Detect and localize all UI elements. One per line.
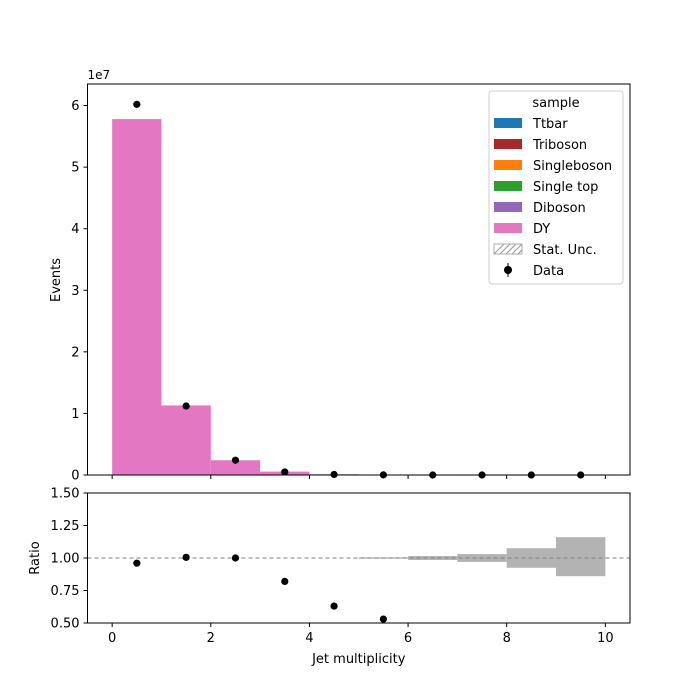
main-y-ticks: 0 1 2 3 4 5 6	[71, 99, 88, 484]
legend-swatch-stat-unc	[493, 243, 523, 255]
data-point-bin-0	[133, 100, 141, 108]
legend-label-triboson: Triboson	[532, 138, 587, 153]
legend-label-ttbar: Ttbar	[532, 117, 568, 132]
legend-swatch-ttbar	[494, 118, 522, 128]
stat-unc-band-bin-9	[556, 537, 606, 577]
legend-marker-data	[504, 263, 512, 277]
data-point-bin-3	[281, 468, 289, 476]
ratio-y-tick-label: 1.25	[51, 519, 80, 534]
legend-label-data: Data	[533, 264, 564, 279]
main-y-axis-label: Events	[49, 258, 64, 302]
legend-label-diboson: Diboson	[533, 201, 586, 216]
main-x-ticks	[111, 475, 606, 479]
ratio-y-tick-label: 0.50	[51, 617, 80, 632]
ratio-x-tick-label: 2	[207, 631, 215, 646]
main-y-tick-label: 3	[71, 284, 79, 299]
ratio-y-tick-label: 0.75	[51, 584, 80, 599]
main-panel: 0 1 2 3 4 5 6 1e7 Events	[49, 68, 631, 484]
legend-swatch-single-top	[494, 181, 522, 191]
x-axis-label: Jet multiplicity	[311, 652, 406, 667]
main-y-tick-label: 1	[71, 407, 79, 422]
legend: sample Ttbar Triboson Singleboson Single…	[488, 90, 624, 285]
main-y-tick-label: 6	[71, 99, 79, 114]
legend-frame	[488, 90, 624, 285]
legend-label-single-top: Single top	[533, 180, 598, 195]
ratio-x-tick-label: 4	[305, 631, 313, 646]
legend-swatch-singleboson	[494, 160, 522, 170]
legend-swatch-diboson	[494, 202, 522, 212]
main-y-tick-label: 2	[71, 345, 79, 360]
ratio-x-tick-label: 8	[503, 631, 511, 646]
main-y-tick-label: 5	[71, 161, 79, 176]
ratio-stat-unc-band	[358, 537, 606, 577]
ratio-panel: 0.50 0.75 1.00 1.25 1.50 0 2 4 6 8 10 Ratio Jet m…	[28, 487, 631, 667]
ratio-point-bin-5	[379, 615, 388, 623]
main-y-tick-label: 4	[71, 222, 79, 237]
legend-label-dy: DY	[533, 222, 550, 237]
ratio-point-bin-4	[330, 602, 338, 610]
legend-title: sample	[532, 96, 579, 111]
main-offset-text: 1e7	[88, 68, 111, 82]
ratio-y-tick-label: 1.50	[51, 487, 80, 502]
main-y-tick-label: 0	[71, 469, 79, 484]
ratio-x-tick-label: 0	[108, 631, 116, 646]
ratio-x-tick-label: 10	[597, 631, 614, 646]
ratio-point-bin-1	[182, 553, 190, 561]
ratio-point-bin-2	[231, 554, 240, 562]
ratio-y-ticks: 0.50 0.75 1.00 1.25 1.50	[51, 487, 88, 632]
bar-dy-bin-1	[161, 405, 211, 475]
ratio-x-ticks: 0 2 4 6 8 10	[108, 623, 614, 646]
bar-dy-bin-0	[112, 119, 162, 475]
bar-dy-bin-2	[210, 460, 261, 475]
legend-label-stat-unc: Stat. Unc.	[533, 243, 597, 258]
legend-swatch-dy	[494, 223, 522, 233]
ratio-point-bin-3	[281, 577, 289, 586]
data-point-bin-1	[182, 402, 190, 410]
ratio-y-tick-label: 1.00	[51, 552, 80, 567]
ratio-point-bin-0	[133, 559, 141, 567]
main-frame	[87, 83, 631, 476]
legend-label-singleboson: Singleboson	[533, 159, 612, 174]
ratio-x-tick-label: 6	[404, 631, 412, 646]
data-point-bin-2	[231, 456, 240, 464]
main-stacked-bars	[112, 119, 606, 476]
ratio-y-axis-label: Ratio	[28, 541, 43, 574]
ratio-data-points	[133, 553, 388, 623]
legend-swatch-triboson	[494, 139, 522, 149]
